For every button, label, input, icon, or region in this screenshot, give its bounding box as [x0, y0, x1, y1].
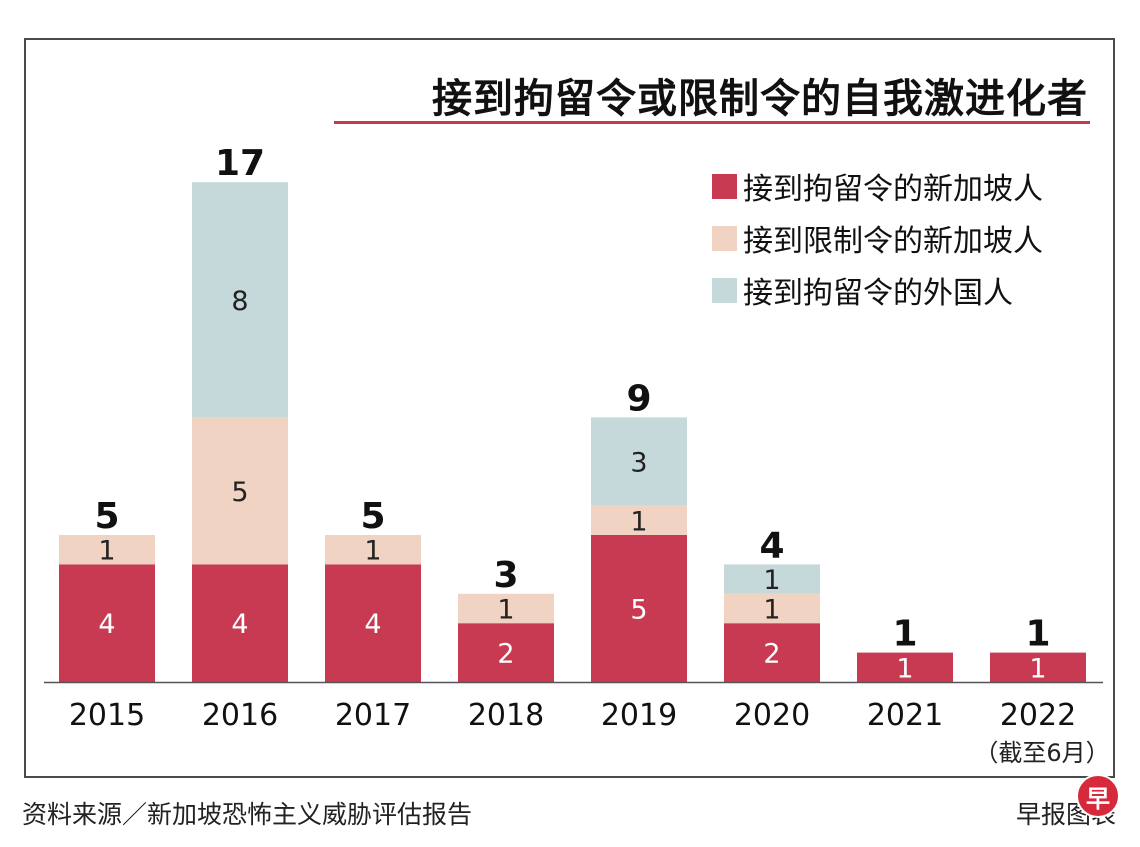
- legend-label: 接到拘留令的外国人: [743, 276, 1013, 311]
- legend-label: 接到限制令的新加坡人: [743, 224, 1043, 259]
- x-tick-label: 2017: [335, 698, 411, 733]
- segment-value-label: 2: [497, 639, 514, 670]
- x-tick-label: 2018: [468, 698, 544, 733]
- bar-segment: [458, 623, 554, 682]
- segment-value-label: 5: [231, 477, 248, 508]
- legend-item: 接到限制令的新加坡人: [712, 212, 1043, 264]
- x-tick-note: （截至6月）: [974, 739, 1109, 767]
- legend: 接到拘留令的新加坡人 接到限制令的新加坡人 接到拘留令的外国人: [712, 160, 1043, 316]
- segment-value-label: 8: [231, 286, 248, 317]
- bar-segment: [192, 182, 288, 418]
- segment-value-label: 1: [896, 653, 913, 684]
- bar-total-label: 17: [215, 143, 265, 184]
- bar-segment: [192, 417, 288, 565]
- bar-total-label: 5: [360, 496, 385, 537]
- bar-segment: [325, 535, 421, 565]
- bar-segment: [591, 417, 687, 506]
- x-tick-label: 2019: [601, 698, 677, 733]
- segment-value-label: 1: [763, 565, 780, 596]
- legend-item: 接到拘留令的外国人: [712, 264, 1043, 316]
- legend-item: 接到拘留令的新加坡人: [712, 160, 1043, 212]
- bar-segment: [59, 564, 155, 682]
- bar-segment: [857, 652, 953, 682]
- segment-value-label: 2: [763, 639, 780, 670]
- bar-segment: [325, 564, 421, 682]
- bar-segment: [724, 623, 820, 682]
- bar-total-label: 9: [626, 378, 651, 419]
- x-tick-label: 2015: [69, 698, 145, 733]
- bar-segment: [192, 564, 288, 682]
- title-underline: [334, 121, 1090, 124]
- bar-total-label: 4: [759, 525, 784, 566]
- newspaper-logo-icon: 早: [1076, 774, 1120, 818]
- segment-value-label: 4: [231, 609, 248, 640]
- legend-label: 接到拘留令的新加坡人: [743, 172, 1043, 207]
- segment-value-label: 1: [497, 595, 514, 626]
- segment-value-label: 1: [98, 536, 115, 567]
- bar-segment: [59, 535, 155, 565]
- x-tick-label: 2021: [867, 698, 943, 733]
- segment-value-label: 1: [364, 536, 381, 567]
- chart-title: 接到拘留令或限制令的自我激进化者: [432, 76, 1088, 122]
- x-tick-label: 2020: [734, 698, 810, 733]
- bar-segment: [458, 593, 554, 624]
- x-tick-label: 2022: [1000, 698, 1076, 733]
- bar-segment: [990, 652, 1086, 682]
- bar-total-label: 5: [94, 496, 119, 537]
- chart-frame: [24, 38, 1115, 778]
- bar-segment: [591, 535, 687, 682]
- bar-segment: [591, 505, 687, 535]
- segment-value-label: 5: [630, 595, 647, 626]
- segment-value-label: 1: [763, 595, 780, 626]
- bar-total-label: 3: [493, 555, 518, 596]
- bar-total-label: 1: [892, 614, 917, 655]
- x-tick-label: 2016: [202, 698, 278, 733]
- legend-swatch: [712, 173, 737, 199]
- bar-segment: [724, 564, 820, 594]
- segment-value-label: 4: [364, 609, 381, 640]
- bar-total-label: 1: [1025, 614, 1050, 655]
- segment-value-label: 4: [98, 609, 115, 640]
- legend-swatch: [712, 277, 737, 303]
- segment-value-label: 1: [630, 506, 647, 537]
- source-note: 资料来源／新加坡恐怖主义威胁评估报告: [22, 800, 473, 829]
- segment-value-label: 1: [1029, 653, 1046, 684]
- legend-swatch: [712, 225, 737, 251]
- segment-value-label: 3: [630, 448, 647, 479]
- bar-segment: [724, 593, 820, 624]
